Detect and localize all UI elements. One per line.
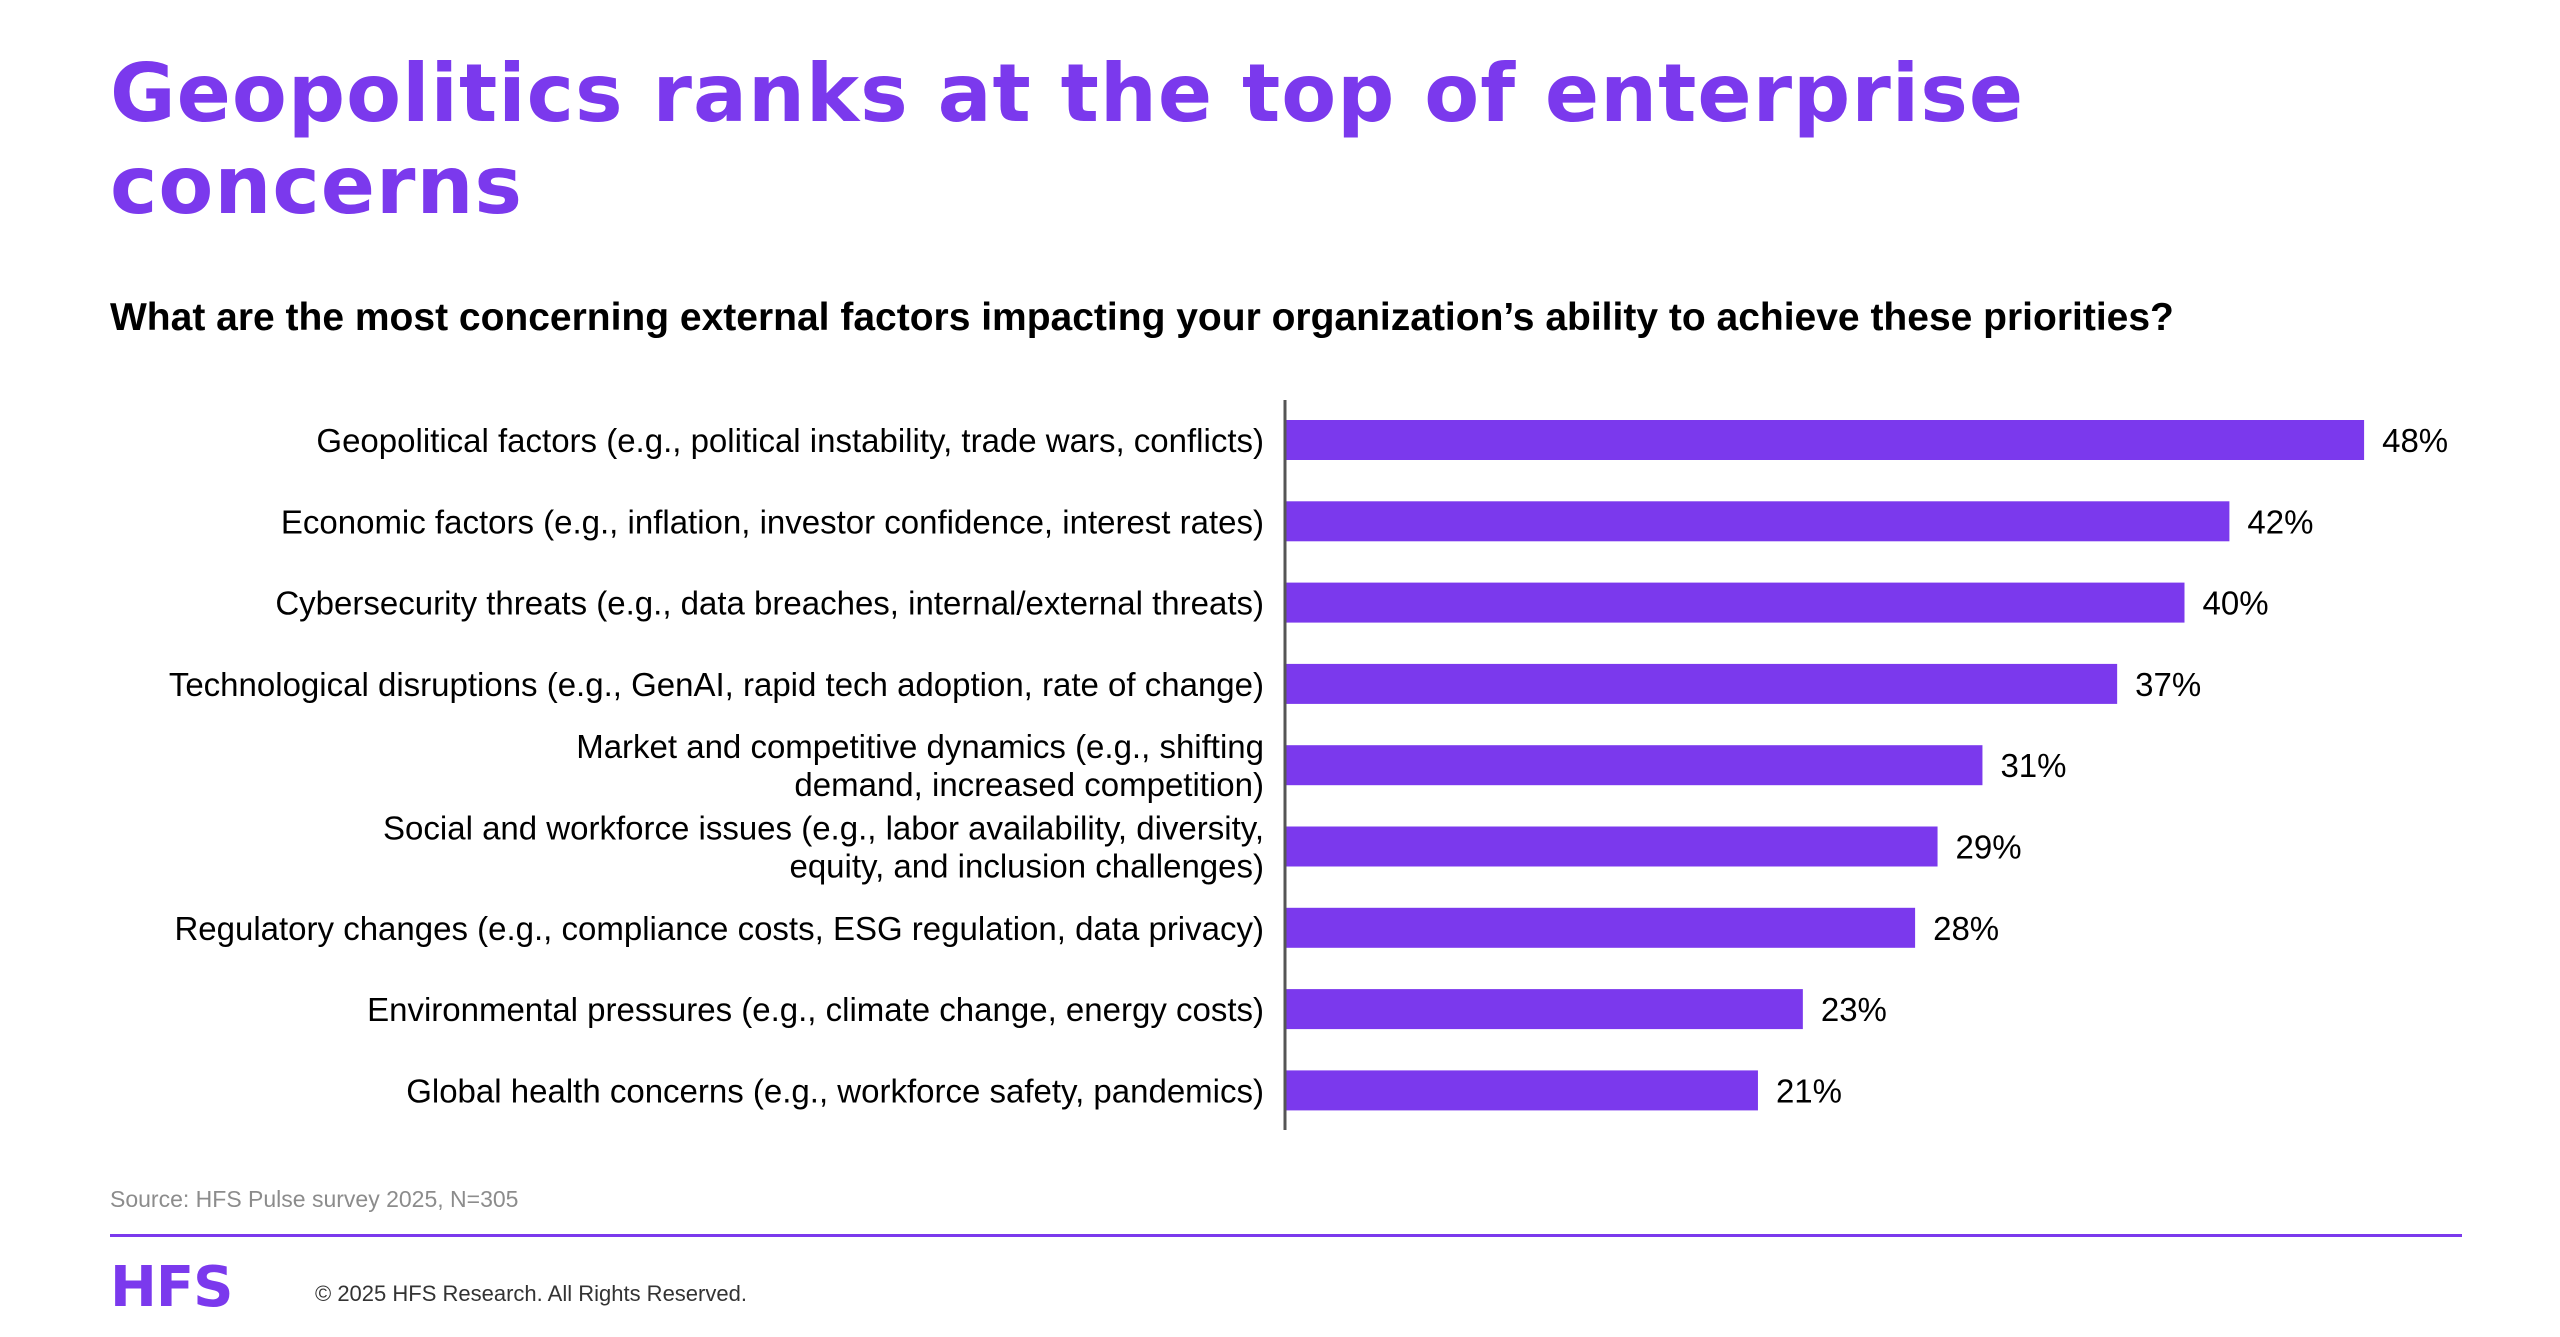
bar-value-label: 28% <box>1933 910 1999 947</box>
category-label: Global health concerns (e.g., workforce … <box>406 1072 1264 1109</box>
copyright-notice: © 2025 HFS Research. All Rights Reserved… <box>315 1281 747 1306</box>
category-label-line: Regulatory changes (e.g., compliance cos… <box>174 910 1264 947</box>
bar <box>1286 1070 1758 1111</box>
category-label-line: Environmental pressures (e.g., climate c… <box>367 991 1264 1028</box>
bar-value-label: 21% <box>1776 1072 1842 1109</box>
bar <box>1286 663 2118 704</box>
category-label: Social and workforce issues (e.g., labor… <box>383 810 1264 885</box>
bar <box>1286 582 2185 623</box>
category-label-line: Global health concerns (e.g., workforce … <box>406 1072 1264 1109</box>
category-label-line: Technological disruptions (e.g., GenAI, … <box>169 666 1264 703</box>
category-label-line: Geopolitical factors (e.g., political in… <box>316 422 1264 459</box>
bar <box>1286 420 2365 460</box>
category-label-line: demand, increased competition) <box>794 766 1264 803</box>
page-title: Geopolitics ranks at the top of enterpri… <box>110 47 2025 232</box>
hfs-logo: HFS <box>110 1255 233 1320</box>
source-note: Source: HFS Pulse survey 2025, N=305 <box>110 1186 519 1212</box>
category-label: Environmental pressures (e.g., climate c… <box>367 991 1264 1028</box>
category-label: Economic factors (e.g., inflation, inves… <box>281 503 1264 540</box>
category-label-line: Market and competitive dynamics (e.g., s… <box>576 728 1264 765</box>
bar <box>1286 826 1938 867</box>
bar <box>1286 907 1916 948</box>
chart-question: What are the most concerning external fa… <box>110 296 2174 339</box>
category-label-line: Social and workforce issues (e.g., labor… <box>383 810 1264 847</box>
bar <box>1286 989 1803 1030</box>
category-label-line: Economic factors (e.g., inflation, inves… <box>281 503 1264 540</box>
category-label: Regulatory changes (e.g., compliance cos… <box>174 910 1264 947</box>
bar-value-label: 48% <box>2382 422 2448 459</box>
bar-value-label: 40% <box>2203 585 2269 622</box>
bar-value-label: 37% <box>2135 666 2201 703</box>
footer-divider <box>110 1234 2462 1237</box>
bar <box>1286 501 2230 542</box>
bar-value-label: 23% <box>1821 991 1887 1028</box>
bar <box>1286 745 1983 786</box>
category-label-line: equity, and inclusion challenges) <box>789 848 1264 885</box>
bar-value-label: 29% <box>1956 829 2022 866</box>
category-label: Technological disruptions (e.g., GenAI, … <box>169 666 1264 703</box>
category-label: Cybersecurity threats (e.g., data breach… <box>275 585 1264 622</box>
bar-value-label: 42% <box>2247 503 2313 540</box>
bar-value-label: 31% <box>2000 747 2066 784</box>
category-label: Geopolitical factors (e.g., political in… <box>316 422 1264 459</box>
bar-chart: 48% Geopolitical factors (e.g., political… <box>169 400 2448 1130</box>
category-label: Market and competitive dynamics (e.g., s… <box>576 728 1264 803</box>
category-label-line: Cybersecurity threats (e.g., data breach… <box>275 585 1264 622</box>
